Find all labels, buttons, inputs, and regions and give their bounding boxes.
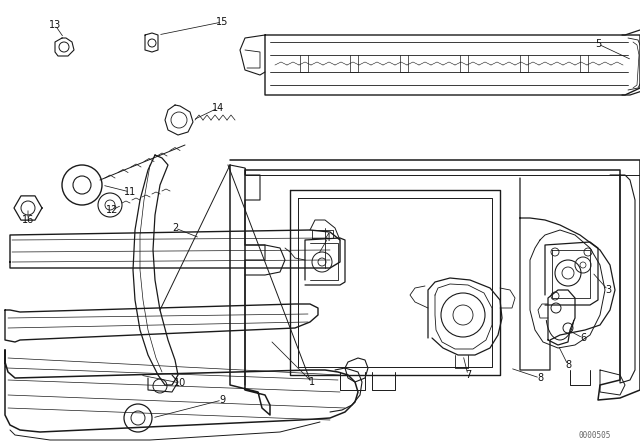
Text: 8: 8 — [537, 373, 543, 383]
Text: 0000505: 0000505 — [579, 431, 611, 439]
Text: 15: 15 — [216, 17, 228, 27]
Text: 1: 1 — [309, 377, 315, 387]
Text: 8: 8 — [565, 360, 571, 370]
Text: 9: 9 — [219, 395, 225, 405]
Text: 13: 13 — [49, 20, 61, 30]
Text: 3: 3 — [605, 285, 611, 295]
Text: 4: 4 — [325, 233, 331, 243]
Text: 10: 10 — [174, 378, 186, 388]
Text: 11: 11 — [124, 187, 136, 197]
Text: 12: 12 — [106, 205, 118, 215]
Text: 6: 6 — [580, 333, 586, 343]
Text: 16: 16 — [22, 215, 34, 225]
Text: 2: 2 — [172, 223, 178, 233]
Text: 5: 5 — [595, 39, 601, 49]
Text: 7: 7 — [465, 370, 471, 380]
Text: 14: 14 — [212, 103, 224, 113]
